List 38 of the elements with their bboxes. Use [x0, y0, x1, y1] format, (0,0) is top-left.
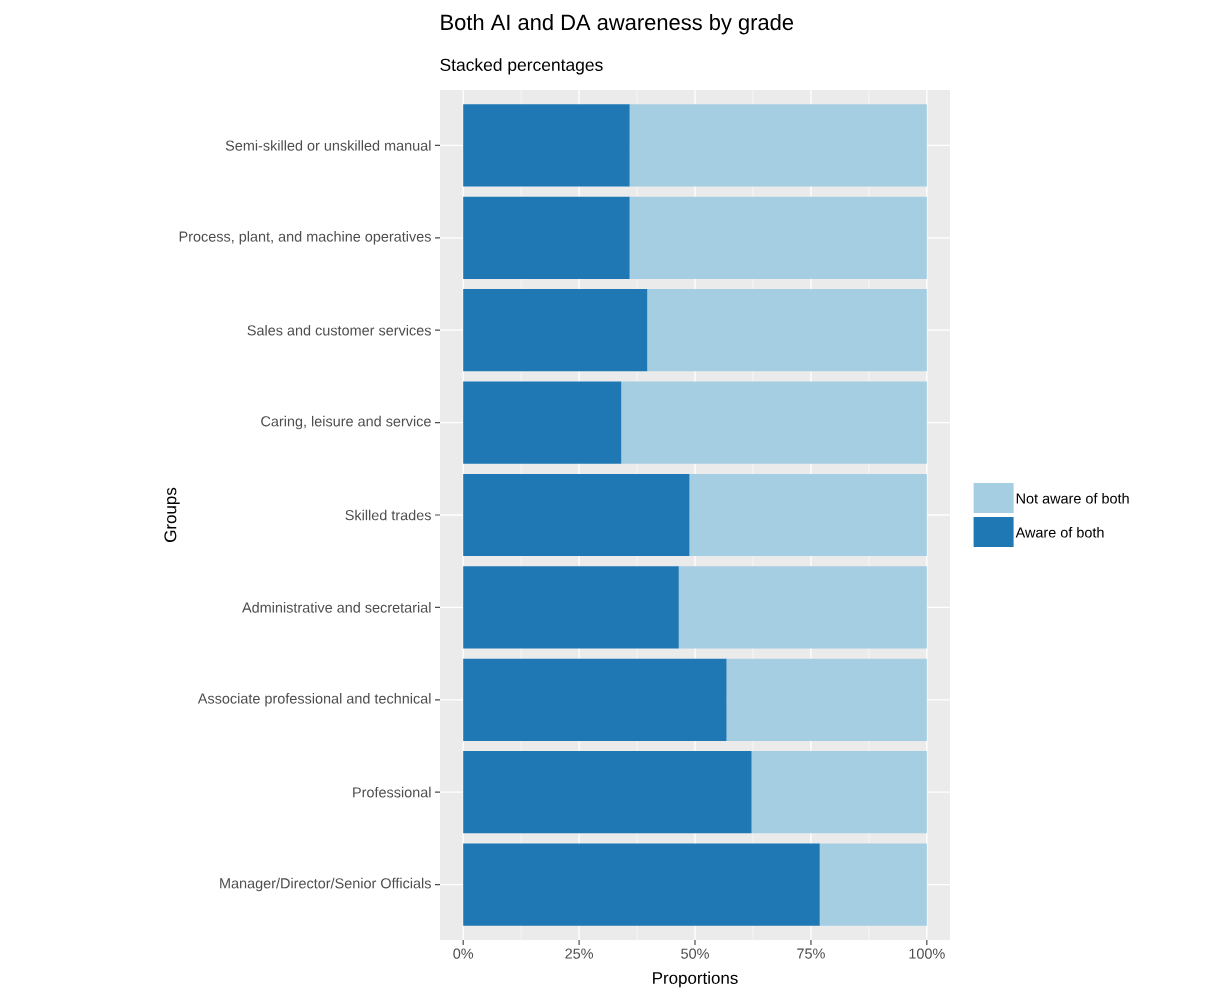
bar: [819, 843, 927, 926]
chart-title: Both AI and DA awareness by grade: [441, 14, 794, 35]
y-axis-title: Groups: [164, 487, 180, 542]
chart-subtitle: Stacked percentages: [440, 58, 603, 75]
bar: [463, 751, 752, 834]
y-tick-label: Manager/Director/Senior Officials: [220, 877, 431, 892]
y-tick-label: Administrative and secretarial: [242, 602, 431, 613]
bar: [463, 566, 679, 649]
x-axis-title: Proportions: [653, 971, 738, 988]
bar: [463, 289, 648, 372]
bar: [463, 104, 630, 187]
bar: [689, 473, 927, 557]
x-tick-label: 75%: [797, 948, 825, 959]
x-tick-label: 25%: [565, 948, 594, 959]
x-tick-label: 0%: [453, 948, 474, 959]
legend-label: Aware of both: [1015, 527, 1104, 538]
bar: [463, 843, 820, 926]
bar: [751, 751, 927, 834]
bar: [629, 196, 927, 279]
y-tick-label: Sales and customer services: [247, 324, 431, 336]
x-tick-label: 50%: [681, 948, 709, 959]
bar: [621, 381, 927, 464]
bar: [463, 196, 630, 279]
x-tick-label: 100%: [909, 948, 945, 959]
bar: [726, 658, 927, 741]
y-tick-label: Professional: [353, 786, 431, 798]
y-tick-label: Skilled trades: [345, 509, 431, 521]
y-tick-label: Associate professional and technical: [197, 693, 431, 707]
bar: [678, 566, 927, 649]
legend-label: Not aware of both: [1016, 493, 1129, 504]
bar: [629, 104, 927, 187]
y-tick-label: Semi-skilled or unskilled manual: [225, 140, 431, 151]
bar: [463, 658, 727, 741]
y-tick-label: Process, plant, and machine operatives: [179, 231, 431, 245]
bar: [647, 289, 927, 372]
y-tick-label: Caring, leisure and service: [261, 415, 431, 430]
bar: [463, 473, 690, 557]
bar: [463, 381, 622, 464]
